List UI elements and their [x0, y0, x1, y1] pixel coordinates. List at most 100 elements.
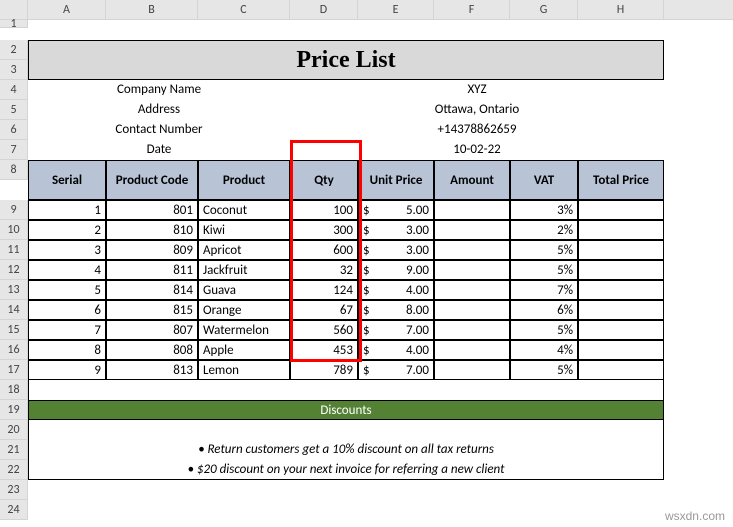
- cell-serial[interactable]: 5: [28, 280, 106, 300]
- cell-qty[interactable]: 100: [290, 200, 358, 220]
- cell-price[interactable]: $9.00: [358, 260, 434, 280]
- cell-price[interactable]: $4.00: [358, 280, 434, 300]
- blank[interactable]: [664, 60, 733, 80]
- blank[interactable]: [28, 480, 733, 500]
- th-serial[interactable]: Serial: [28, 160, 106, 200]
- cell-total[interactable]: [578, 340, 664, 360]
- th-amount[interactable]: Amount: [434, 160, 510, 200]
- cell-code[interactable]: 809: [106, 240, 198, 260]
- cell-price[interactable]: $7.00: [358, 320, 434, 340]
- cell-vat[interactable]: 4%: [510, 340, 578, 360]
- cell-qty[interactable]: 789: [290, 360, 358, 380]
- cell-vat[interactable]: 3%: [510, 200, 578, 220]
- cell-amount[interactable]: [434, 200, 510, 220]
- cell-serial[interactable]: 7: [28, 320, 106, 340]
- cell-code[interactable]: 808: [106, 340, 198, 360]
- discounts-header[interactable]: Discounts: [28, 400, 664, 420]
- cell-total[interactable]: [578, 360, 664, 380]
- cell-amount[interactable]: [434, 300, 510, 320]
- blank-row-18[interactable]: [28, 380, 664, 400]
- cell-total[interactable]: [578, 280, 664, 300]
- blank[interactable]: [664, 380, 733, 400]
- cell-total[interactable]: [578, 200, 664, 220]
- info-value-contact[interactable]: +14378862659: [290, 120, 664, 140]
- cell-product[interactable]: Apricot: [198, 240, 290, 260]
- discount-blank[interactable]: [28, 420, 664, 440]
- cell-price[interactable]: $8.00: [358, 300, 434, 320]
- blank-row-1[interactable]: [28, 20, 733, 28]
- row-header-19[interactable]: 19: [0, 400, 28, 420]
- row-header-15[interactable]: 15: [0, 320, 28, 340]
- row-header-1[interactable]: 1: [0, 20, 28, 28]
- info-label-address[interactable]: Address: [28, 100, 290, 120]
- title-cell[interactable]: Price List: [28, 40, 664, 80]
- col-header-b[interactable]: B: [106, 0, 198, 20]
- cell-qty[interactable]: 560: [290, 320, 358, 340]
- cell-code[interactable]: 801: [106, 200, 198, 220]
- cell-product[interactable]: Orange: [198, 300, 290, 320]
- blank[interactable]: [664, 360, 733, 380]
- info-label-contact[interactable]: Contact Number: [28, 120, 290, 140]
- blank[interactable]: [664, 440, 733, 460]
- cell-amount[interactable]: [434, 220, 510, 240]
- discount-1[interactable]: • Return customers get a 10% discount on…: [28, 440, 664, 460]
- cell-code[interactable]: 814: [106, 280, 198, 300]
- cell-price[interactable]: $3.00: [358, 220, 434, 240]
- row-header-13[interactable]: 13: [0, 280, 28, 300]
- row-header-23[interactable]: 23: [0, 480, 28, 500]
- cell-serial[interactable]: 1: [28, 200, 106, 220]
- cell-price[interactable]: $5.00: [358, 200, 434, 220]
- blank[interactable]: [664, 260, 733, 280]
- cell-amount[interactable]: [434, 260, 510, 280]
- cell-serial[interactable]: 6: [28, 300, 106, 320]
- col-header-blank[interactable]: [664, 0, 733, 20]
- cell-qty[interactable]: 67: [290, 300, 358, 320]
- cell-amount[interactable]: [434, 360, 510, 380]
- row-header-12[interactable]: 12: [0, 260, 28, 280]
- info-label-company[interactable]: Company Name: [28, 80, 290, 100]
- blank[interactable]: [664, 240, 733, 260]
- cell-price[interactable]: $7.00: [358, 360, 434, 380]
- row-header-5[interactable]: 5: [0, 100, 28, 120]
- cell-product[interactable]: Kiwi: [198, 220, 290, 240]
- info-value-address[interactable]: Ottawa, Ontario: [290, 100, 664, 120]
- row-header-11[interactable]: 11: [0, 240, 28, 260]
- row-header-18[interactable]: 18: [0, 380, 28, 400]
- cell-product[interactable]: Guava: [198, 280, 290, 300]
- cell-qty[interactable]: 32: [290, 260, 358, 280]
- blank[interactable]: [664, 300, 733, 320]
- cell-qty[interactable]: 600: [290, 240, 358, 260]
- cell-code[interactable]: 807: [106, 320, 198, 340]
- cell-vat[interactable]: 2%: [510, 220, 578, 240]
- row-header-20[interactable]: 20: [0, 420, 28, 440]
- blank[interactable]: [664, 320, 733, 340]
- col-header-f[interactable]: F: [434, 0, 510, 20]
- cell-product[interactable]: Watermelon: [198, 320, 290, 340]
- row-header-22[interactable]: 22: [0, 460, 28, 480]
- row-header-4[interactable]: 4: [0, 80, 28, 100]
- cell-vat[interactable]: 5%: [510, 260, 578, 280]
- th-vat[interactable]: VAT: [510, 160, 578, 200]
- cell-product[interactable]: Coconut: [198, 200, 290, 220]
- discount-2[interactable]: • $20 discount on your next invoice for …: [28, 460, 664, 480]
- cell-price[interactable]: $3.00: [358, 240, 434, 260]
- cell-serial[interactable]: 3: [28, 240, 106, 260]
- th-code[interactable]: Product Code: [106, 160, 198, 200]
- blank[interactable]: [664, 280, 733, 300]
- row-header-7[interactable]: 7: [0, 140, 28, 160]
- row-header-2[interactable]: 2: [0, 40, 28, 60]
- row-header-16[interactable]: 16: [0, 340, 28, 360]
- cell-vat[interactable]: 6%: [510, 300, 578, 320]
- cell-serial[interactable]: 9: [28, 360, 106, 380]
- cell-product[interactable]: Jackfruit: [198, 260, 290, 280]
- cell-vat[interactable]: 5%: [510, 320, 578, 340]
- row-header-21[interactable]: 21: [0, 440, 28, 460]
- blank[interactable]: [28, 500, 733, 520]
- blank[interactable]: [664, 200, 733, 220]
- row-header-8[interactable]: 8: [0, 160, 28, 180]
- blank[interactable]: [664, 40, 733, 60]
- col-header-d[interactable]: D: [290, 0, 358, 20]
- row-header-14[interactable]: 14: [0, 300, 28, 320]
- row-header-17[interactable]: 17: [0, 360, 28, 380]
- info-label-date[interactable]: Date: [28, 140, 290, 160]
